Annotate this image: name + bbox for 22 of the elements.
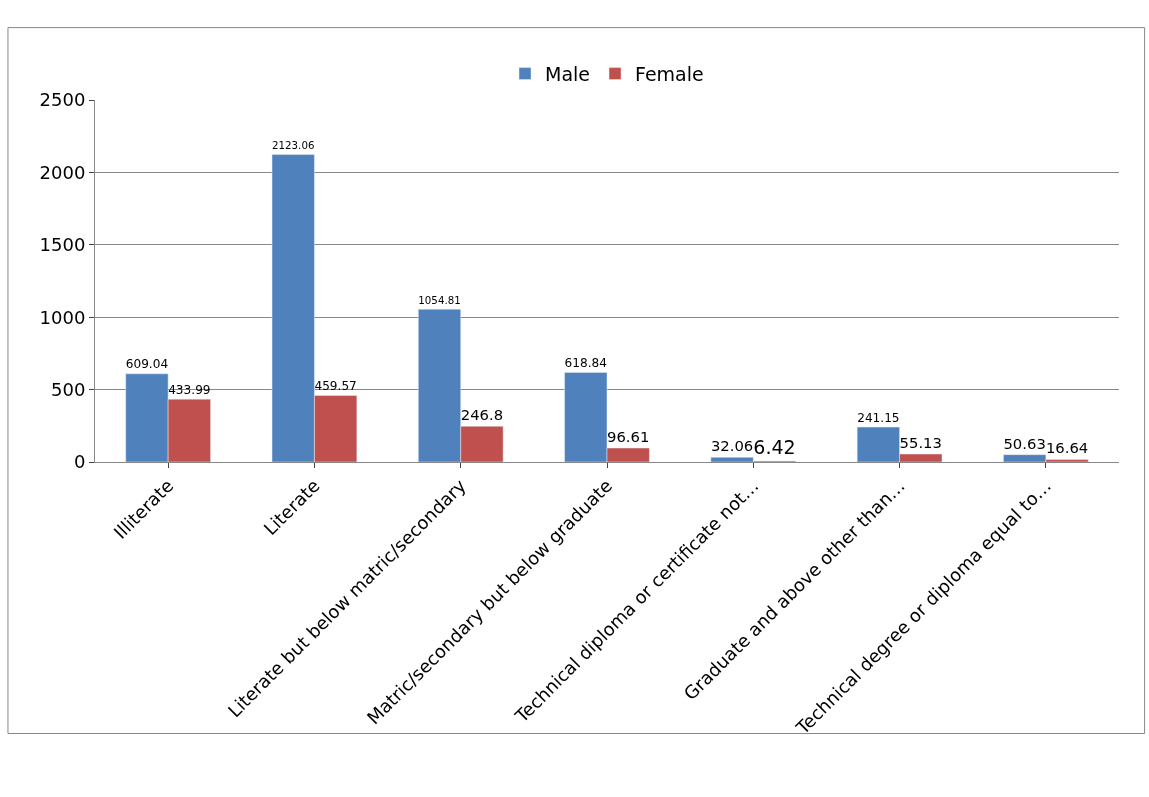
data-label: 32.06	[710, 437, 754, 455]
data-label: 55.13	[899, 433, 942, 451]
data-label: 16.64	[1045, 439, 1089, 457]
data-label: 241.15	[857, 410, 900, 425]
legend-label: Male	[545, 63, 591, 86]
y-tick-label: 0	[73, 451, 86, 473]
data-label: 96.61	[607, 427, 650, 445]
data-label: 2123.06	[272, 139, 315, 152]
data-label: 459.57	[314, 378, 357, 393]
data-label: 618.84	[564, 355, 608, 370]
legend-label: Female	[635, 63, 704, 86]
data-label: 609.04	[125, 357, 169, 372]
y-tick-label: 1500	[39, 234, 86, 256]
y-tick-label: 1000	[39, 306, 86, 328]
y-tick-label: 2000	[39, 161, 86, 183]
y-tick-label: 2500	[39, 89, 86, 111]
data-label: 1054.81	[418, 294, 461, 307]
data-label: 6.42	[753, 436, 796, 459]
data-label: 246.8	[460, 406, 504, 424]
data-label: 433.99	[168, 382, 211, 397]
y-tick-label: 500	[51, 378, 86, 400]
data-label: 50.63	[1003, 434, 1046, 452]
